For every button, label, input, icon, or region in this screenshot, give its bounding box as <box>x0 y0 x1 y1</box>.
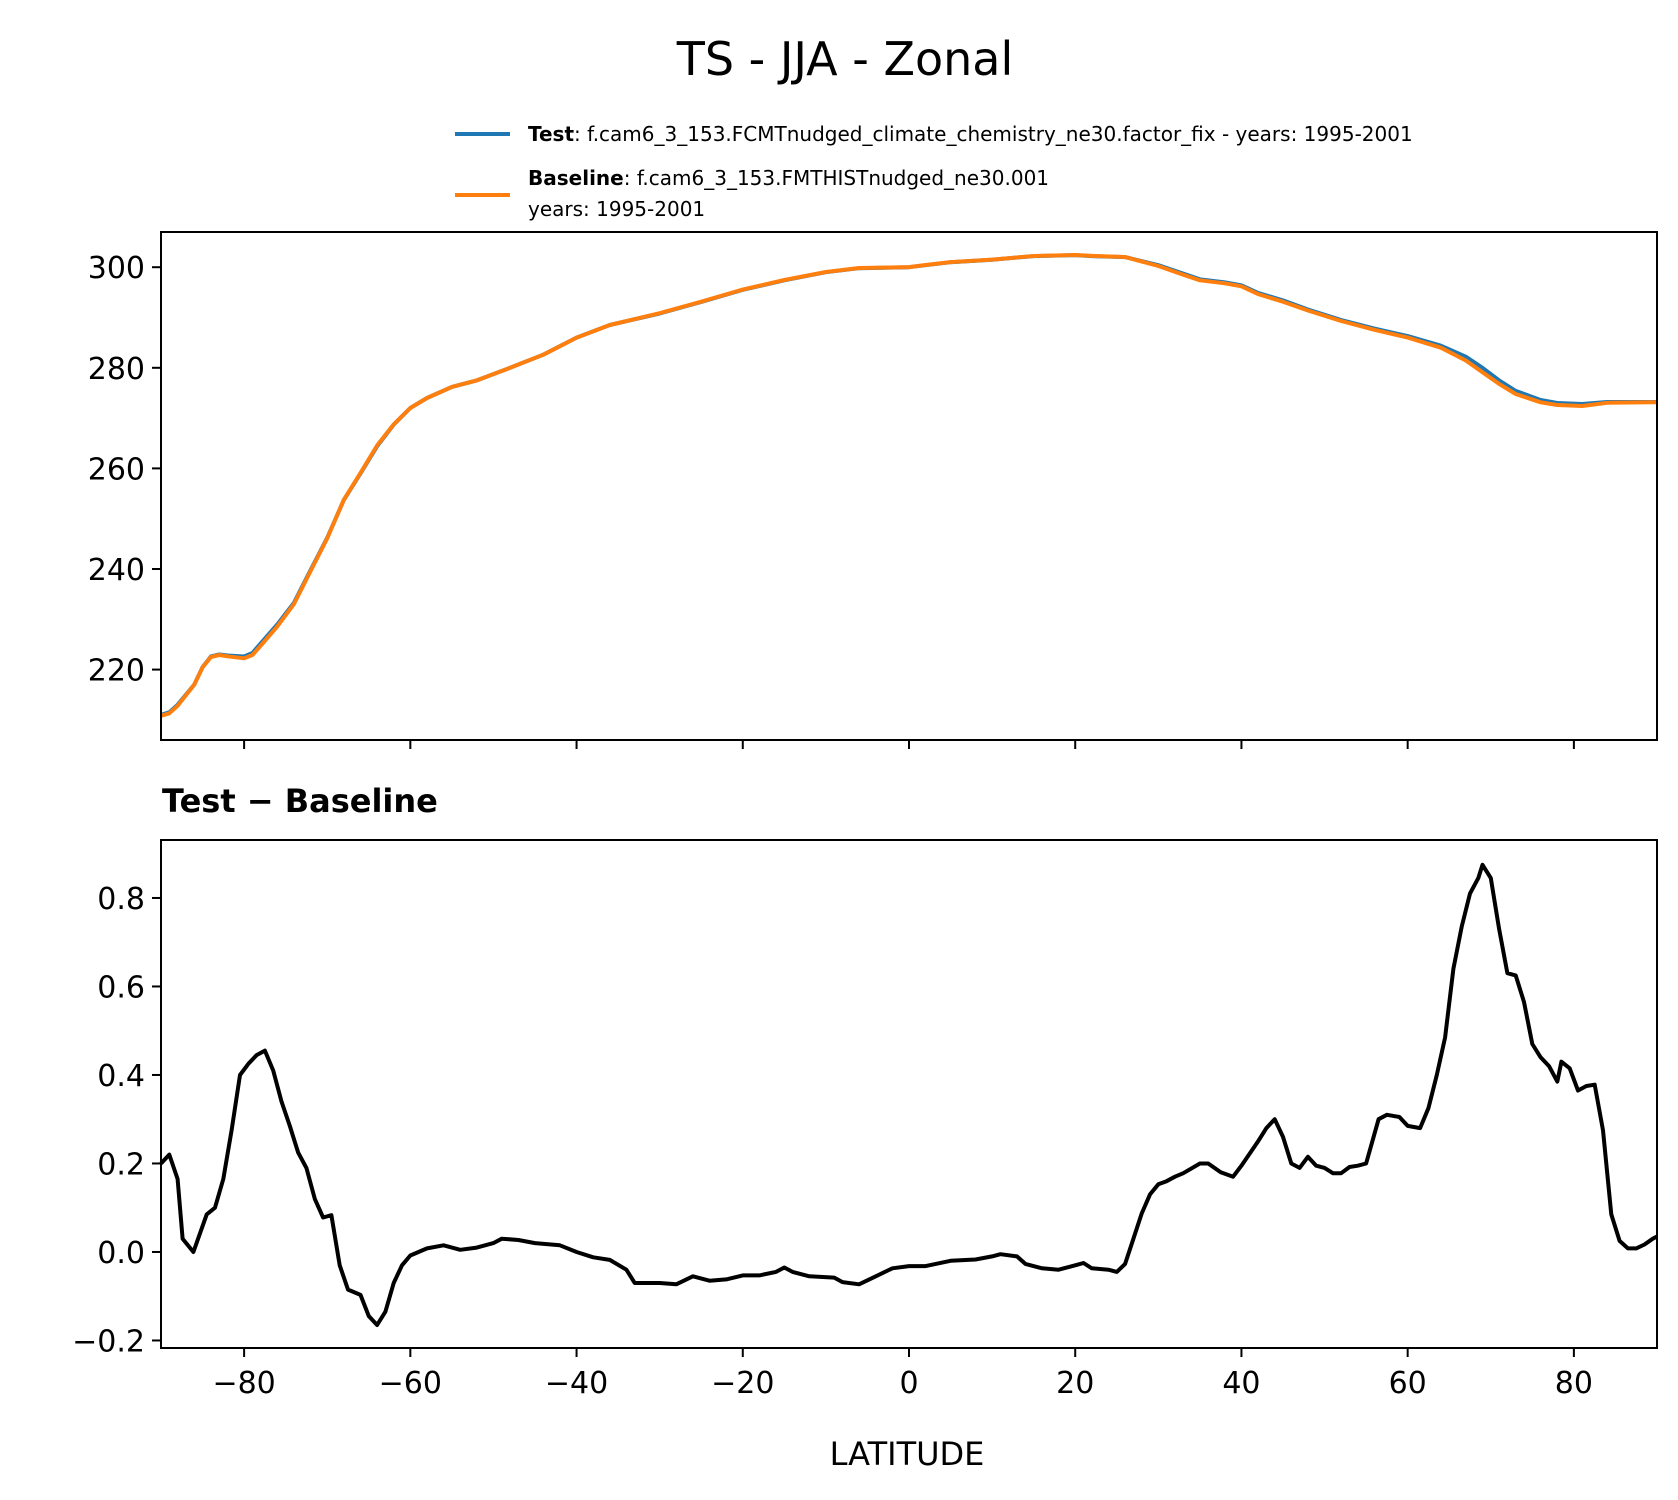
legend: Test: f.cam6_3_153.FCMTnudged_climate_ch… <box>455 122 1413 221</box>
x-tick-label: 60 <box>1389 1366 1427 1401</box>
x-tick-label: 0 <box>899 1366 918 1401</box>
y-tick-label: 0.8 <box>97 882 145 917</box>
x-tick-label: −20 <box>711 1366 774 1401</box>
figure-title: TS - JJA - Zonal <box>676 32 1014 86</box>
y-tick-label: 240 <box>88 553 145 588</box>
series-line-test <box>160 253 1657 717</box>
y-tick-label: 280 <box>88 352 145 387</box>
y-tick-label: 220 <box>88 654 145 689</box>
y-tick-label: 0.4 <box>97 1059 145 1094</box>
x-tick-label: 20 <box>1056 1366 1094 1401</box>
series-line-baseline <box>160 253 1658 718</box>
x-tick-label: −60 <box>379 1366 442 1401</box>
bottom-axes-title: Test − Baseline <box>162 782 438 820</box>
y-tick-label: −0.2 <box>72 1324 145 1359</box>
y-tick-label: 260 <box>88 452 145 487</box>
axes-frame <box>160 231 1658 741</box>
bottom-axes: −0.2 0.0 0.2 0.4 0.6 0.8 −80 −60 −40 −20 0 20 40 60 80 <box>72 839 1658 1401</box>
top-axes: 220 240 260 280 300 <box>88 231 1658 749</box>
legend-label-baseline-line2: years: 1995-2001 <box>528 197 705 221</box>
y-tick-label: 0.6 <box>97 970 145 1005</box>
legend-label-test: Test: f.cam6_3_153.FCMTnudged_climate_ch… <box>528 122 1413 146</box>
x-tick-label: −40 <box>545 1366 608 1401</box>
y-tick-label: 0.2 <box>97 1147 145 1182</box>
x-tick-label: 80 <box>1555 1366 1593 1401</box>
x-tick-label: −80 <box>212 1366 275 1401</box>
y-tick-label: 300 <box>88 251 145 286</box>
x-axis-label: LATITUDE <box>830 1435 985 1473</box>
x-tick-label: 40 <box>1222 1366 1260 1401</box>
series-line-0 <box>159 862 1658 1327</box>
y-tick-label: 0.0 <box>97 1236 145 1271</box>
legend-label-baseline: Baseline: f.cam6_3_153.FMTHISTnudged_ne3… <box>528 166 1049 190</box>
